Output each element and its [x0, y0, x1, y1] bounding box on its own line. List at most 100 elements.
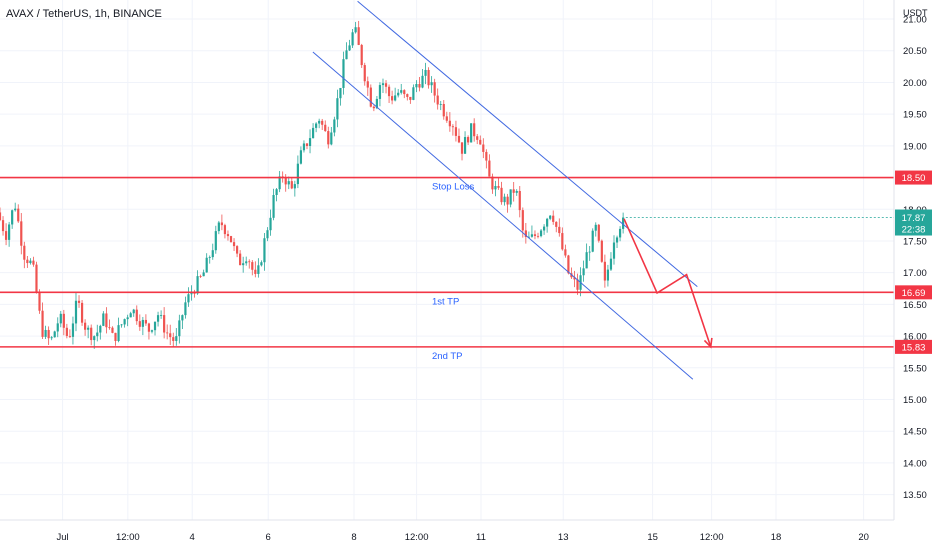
candle — [1, 216, 5, 236]
candle-body — [65, 327, 68, 336]
price-tick-label: 21.00 — [903, 15, 927, 26]
candle — [524, 223, 527, 244]
candle-body — [342, 59, 345, 88]
time-tick-label: 18 — [771, 532, 782, 543]
time-tick-label: 20 — [858, 532, 869, 543]
candle — [84, 319, 87, 336]
candle-body — [321, 120, 324, 125]
candle — [409, 96, 412, 104]
candle — [208, 255, 211, 264]
candle-body — [518, 190, 521, 211]
candle — [105, 307, 108, 334]
time-tick-label: Jul — [57, 532, 69, 543]
candle — [166, 324, 169, 340]
candle — [594, 222, 597, 237]
candle — [293, 180, 296, 197]
price-tick-label: 15.00 — [903, 395, 927, 406]
candle-body — [442, 104, 445, 117]
candle — [187, 287, 190, 307]
candle-body — [497, 186, 500, 188]
candle-body — [597, 224, 600, 241]
candle — [327, 126, 330, 149]
candle-body — [311, 127, 315, 139]
candle — [17, 204, 20, 223]
candle-body — [366, 81, 369, 88]
price-tick-label: 15.50 — [903, 363, 927, 374]
candle-body — [509, 189, 512, 205]
candle — [546, 217, 549, 233]
candle — [494, 180, 497, 197]
candle-body — [305, 143, 309, 147]
candle-body — [202, 272, 205, 277]
time-tick-label: 12:00 — [700, 532, 724, 543]
candle — [245, 256, 248, 266]
candle — [251, 260, 254, 276]
candle — [412, 84, 415, 101]
candle-body — [114, 332, 117, 341]
candle-body — [138, 321, 141, 327]
candle-body — [336, 98, 339, 120]
candle — [369, 84, 372, 108]
candle-body — [430, 82, 433, 86]
candle — [111, 326, 114, 334]
candle — [62, 309, 65, 336]
candle-body — [4, 231, 8, 240]
candle-body — [159, 315, 163, 316]
level-label: Stop Loss — [432, 182, 474, 193]
candle — [466, 135, 470, 146]
candle — [509, 189, 512, 208]
candle-body — [409, 96, 412, 100]
candle — [597, 223, 600, 243]
candle — [278, 170, 281, 193]
candle-body — [187, 294, 190, 303]
candle — [348, 39, 351, 51]
candle-body — [17, 208, 20, 222]
candle — [248, 259, 251, 269]
candle — [20, 213, 23, 255]
candle — [582, 260, 585, 282]
candle-body — [384, 83, 388, 87]
candle-body — [530, 234, 534, 237]
candle — [470, 123, 473, 143]
level-price-tag-text: 15.83 — [902, 342, 926, 353]
candle — [564, 244, 567, 258]
price-axis[interactable]: 13.50 14.00 14.50 15.00 15.50 16.00 16.50 17.00… — [903, 15, 927, 502]
time-tick-label: 13 — [558, 532, 569, 543]
candle-body — [512, 189, 515, 193]
candle-body — [394, 95, 397, 101]
candle-body — [293, 184, 296, 189]
horizontal-levels: Stop Loss 1st TP 2nd TP — [0, 176, 894, 362]
level-price-tag — [895, 285, 932, 300]
candle — [339, 87, 342, 106]
candle-body — [99, 325, 102, 333]
level-price-tag — [895, 339, 932, 354]
candle-body — [457, 135, 461, 143]
candle — [257, 258, 260, 278]
candle — [342, 51, 345, 95]
candle — [77, 295, 81, 308]
time-axis[interactable]: Jul 12:00 4 6 8 12:00 11 13 15 12:00 18 20 — [57, 532, 869, 543]
candle-body — [612, 242, 616, 259]
candle — [600, 239, 603, 263]
candle-body — [324, 124, 327, 132]
last-price-value: 17.87 — [902, 213, 926, 224]
level-price-tag-text: 18.50 — [902, 173, 926, 184]
candle-body — [150, 330, 154, 332]
candle — [56, 317, 59, 338]
candle-body — [166, 332, 169, 334]
price-tick-label: 17.00 — [903, 268, 927, 279]
candle — [433, 78, 436, 103]
candle-body — [470, 123, 473, 143]
candle-body — [1, 220, 5, 232]
candle-body — [296, 163, 299, 185]
candle-body — [50, 337, 53, 339]
candle-body — [111, 327, 114, 333]
candle — [397, 89, 400, 98]
candle — [485, 149, 488, 169]
candle — [41, 302, 44, 340]
candle — [202, 269, 205, 277]
candle — [497, 178, 500, 190]
candle-body — [284, 177, 287, 185]
candle — [448, 112, 451, 132]
